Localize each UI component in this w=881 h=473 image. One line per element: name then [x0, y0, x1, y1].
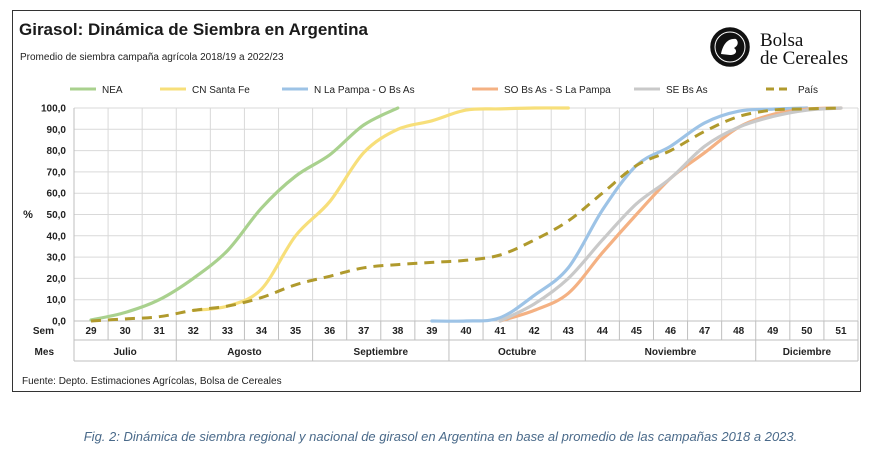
y-tick-label: 10,0 [47, 295, 67, 306]
x-tick-label: 48 [733, 326, 745, 337]
logo-text-line2: de Cereales [760, 48, 849, 69]
month-label: Diciembre [783, 347, 832, 358]
y-tick-label: 90,0 [47, 125, 67, 136]
source-note: Fuente: Depto. Estimaciones Agrícolas, B… [22, 376, 282, 387]
x-tick-label: 32 [188, 326, 200, 337]
series-line-cn-santa-fe [191, 106, 570, 312]
x-tick-label: 31 [154, 326, 166, 337]
x-tick-label: 42 [529, 326, 541, 337]
legend-label: País [798, 85, 818, 96]
y-tick-label: 50,0 [47, 210, 67, 221]
month-label: Septiembre [354, 347, 409, 358]
x-axis-label-month: Mes [35, 347, 55, 358]
x-tick-label: 45 [631, 326, 643, 337]
chart-frame [12, 10, 861, 392]
figure-caption: Fig. 2: Dinámica de siembra regional y n… [83, 429, 798, 444]
legend-label: NEA [102, 85, 123, 96]
series-line-n-la-pampa-o-bs-as [430, 106, 809, 323]
x-tick-label: 46 [665, 326, 677, 337]
y-tick-label: 30,0 [47, 253, 67, 264]
x-tick-label: 29 [85, 326, 97, 337]
x-tick-label: 36 [324, 326, 336, 337]
y-tick-label: 0,0 [52, 317, 66, 328]
x-tick-label: 34 [256, 326, 268, 337]
x-tick-label: 41 [495, 326, 507, 337]
series-line-se-bs-as [498, 106, 843, 323]
x-tick-label: 49 [767, 326, 779, 337]
y-tick-label: 60,0 [47, 189, 67, 200]
x-tick-label: 47 [699, 326, 711, 337]
y-axis-label: % [23, 209, 33, 221]
legend-label: N La Pampa - O Bs As [314, 85, 415, 96]
chart-subtitle: Promedio de siembra campaña agrícola 201… [20, 52, 284, 63]
y-tick-label: 80,0 [47, 146, 67, 157]
month-label: Octubre [498, 347, 537, 358]
y-tick-label: 100,0 [41, 104, 66, 115]
series-line-nea [89, 106, 400, 322]
x-tick-label: 43 [563, 326, 575, 337]
x-tick-label: 35 [290, 326, 302, 337]
line-chart: 0,0 10,0 20,0 30,0 40,0 50,0 60,0 70,0 80,0 90,0 1… [23, 85, 859, 362]
y-tick-label: 20,0 [47, 274, 67, 285]
series-line-pais [90, 106, 842, 323]
logo-text-line1: Bolsa [760, 30, 804, 51]
legend-label: CN Santa Fe [192, 85, 250, 96]
month-label: Julio [113, 347, 136, 358]
x-axis-label-week: Sem [33, 326, 54, 337]
x-tick-label: 44 [597, 326, 609, 337]
x-tick-label: 39 [426, 326, 438, 337]
x-tick-label: 33 [222, 326, 234, 337]
legend-label: SE Bs As [666, 85, 708, 96]
x-tick-label: 30 [120, 326, 132, 337]
month-label: Agosto [227, 347, 261, 358]
y-tick-label: 70,0 [47, 167, 67, 178]
bolsa-seal-icon [710, 27, 750, 67]
x-tick-label: 51 [835, 326, 847, 337]
chart-title: Girasol: Dinámica de Siembra en Argentin… [19, 20, 368, 39]
x-tick-label: 40 [460, 326, 472, 337]
y-tick-label: 40,0 [47, 231, 67, 242]
x-tick-label: 50 [801, 326, 813, 337]
legend-label: SO Bs As - S La Pampa [504, 85, 611, 96]
month-label: Noviembre [645, 347, 697, 358]
x-tick-label: 38 [392, 326, 404, 337]
x-tick-label: 37 [358, 326, 370, 337]
